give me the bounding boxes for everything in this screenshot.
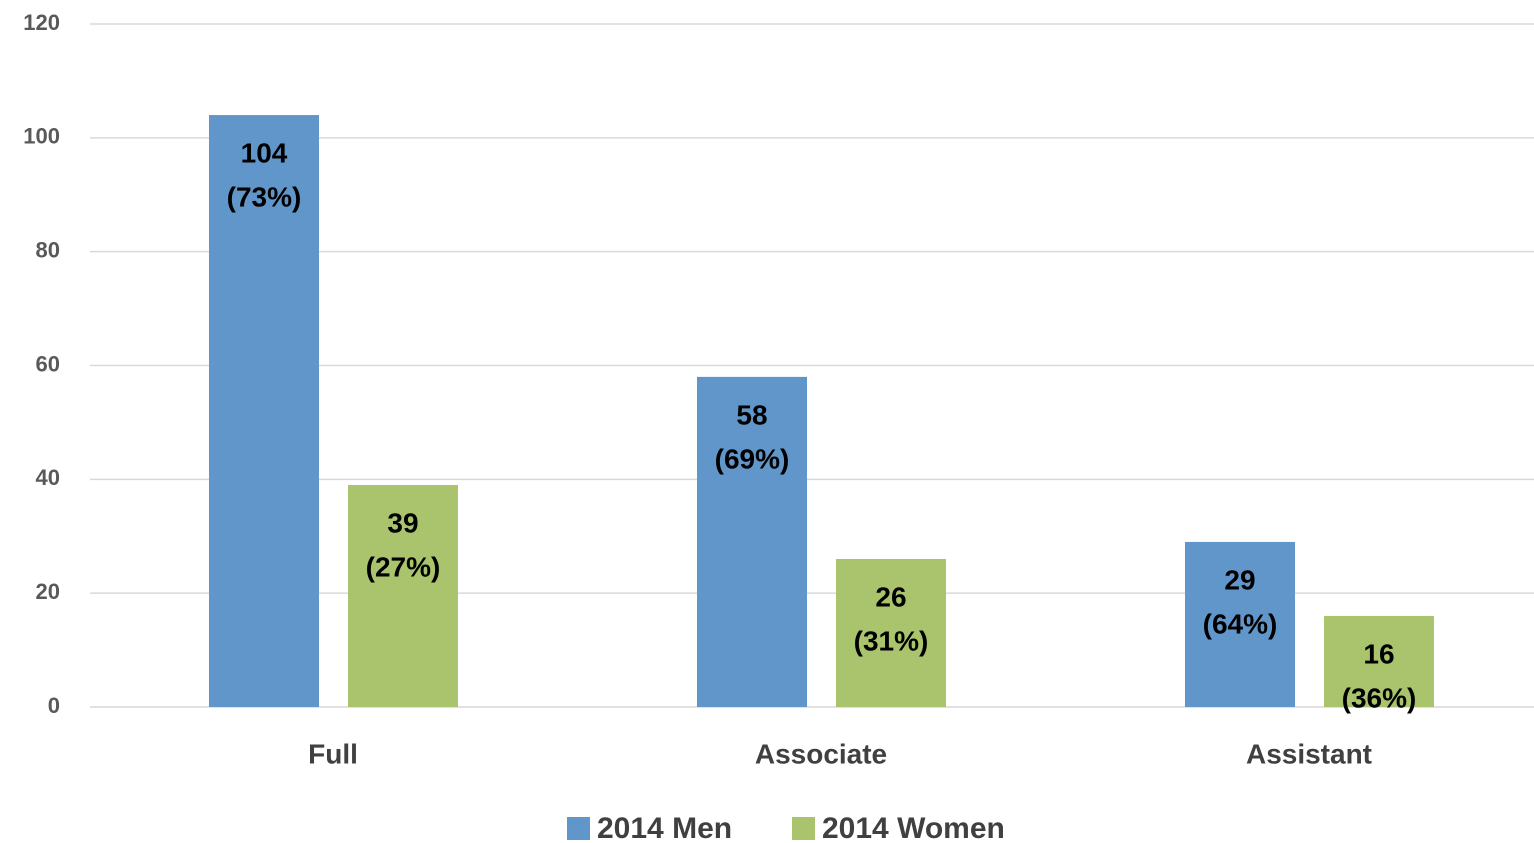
legend-label: 2014 Men bbox=[597, 812, 732, 843]
y-tick-label: 80 bbox=[36, 237, 60, 262]
bar bbox=[348, 485, 458, 707]
y-tick-label: 100 bbox=[23, 124, 60, 149]
bar bbox=[836, 559, 946, 707]
y-tick-label: 120 bbox=[23, 10, 60, 35]
bar bbox=[697, 376, 807, 707]
legend-swatch bbox=[567, 817, 590, 840]
y-tick-label: 20 bbox=[36, 579, 60, 604]
data-label: 58 bbox=[736, 399, 767, 430]
y-tick-label: 0 bbox=[48, 693, 60, 718]
y-tick-label: 60 bbox=[36, 351, 60, 376]
y-tick-label: 40 bbox=[36, 465, 60, 490]
x-tick-label: Full bbox=[308, 738, 358, 769]
legend-label: 2014 Women bbox=[822, 812, 1005, 843]
data-label: 39 bbox=[387, 507, 418, 538]
data-label: 104 bbox=[241, 137, 288, 168]
data-label: (31%) bbox=[854, 625, 929, 656]
data-label: 16 bbox=[1363, 638, 1394, 669]
data-label: 29 bbox=[1224, 564, 1255, 595]
bar bbox=[1324, 615, 1434, 707]
x-tick-label: Associate bbox=[755, 738, 887, 769]
data-label: 26 bbox=[875, 581, 906, 612]
bar bbox=[1185, 541, 1295, 707]
data-label: (73%) bbox=[227, 181, 302, 212]
data-label: (36%) bbox=[1342, 682, 1417, 713]
data-label: (27%) bbox=[366, 551, 441, 582]
data-label: (64%) bbox=[1203, 608, 1278, 639]
data-label: (69%) bbox=[715, 443, 790, 474]
x-tick-label: Assistant bbox=[1246, 738, 1372, 769]
legend-swatch bbox=[792, 817, 815, 840]
bar bbox=[209, 115, 319, 708]
